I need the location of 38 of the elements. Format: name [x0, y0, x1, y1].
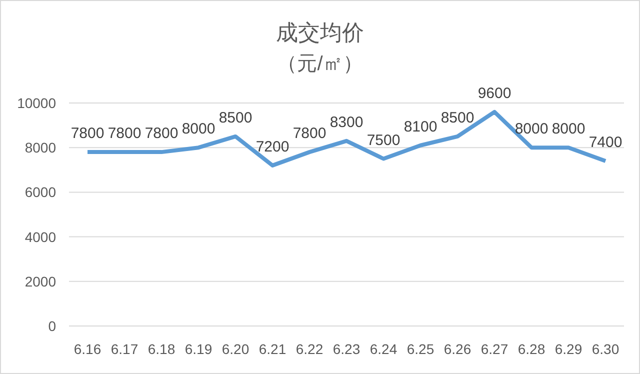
data-label: 7200	[256, 138, 290, 156]
xtick: 6.24	[370, 341, 398, 357]
xtick: 6.30	[592, 341, 620, 357]
data-label: 7800	[144, 125, 178, 142]
xtick: 6.17	[110, 341, 138, 357]
xtick: 6.20	[222, 341, 250, 357]
ytick: 2000	[24, 273, 56, 290]
data-label: 7400	[588, 134, 622, 151]
xtick: 6.27	[480, 341, 508, 357]
data-label: 8000	[514, 120, 548, 138]
xtick: 6.18	[148, 341, 176, 357]
data-label: 8500	[440, 109, 474, 126]
data-label: 7500	[366, 132, 400, 149]
data-label: 9600	[478, 84, 512, 102]
ytick: 10000	[17, 95, 56, 111]
xtick: 6.16	[74, 341, 102, 357]
data-label: 8100	[404, 118, 438, 136]
xtick: 6.25	[406, 341, 434, 357]
subtitle: （元/㎡）	[277, 53, 363, 75]
xtick: 6.19	[184, 341, 212, 357]
ytick: 0	[48, 318, 56, 334]
data-label: 8300	[330, 114, 364, 131]
xtick: 6.28	[518, 341, 546, 357]
ytick: 6000	[24, 184, 56, 200]
data-label: 7800	[292, 125, 326, 142]
ytick: 4000	[24, 228, 56, 245]
data-label: 7800	[70, 125, 104, 142]
xtick: 6.21	[258, 341, 286, 357]
ytick: 8000	[24, 140, 56, 156]
data-label: 7800	[108, 125, 142, 142]
title: 成交均价	[276, 20, 364, 45]
data-label: 8500	[218, 109, 252, 126]
xtick: 6.22	[296, 341, 324, 357]
data-label: 8000	[182, 120, 216, 138]
xtick: 6.29	[554, 341, 582, 357]
data-label: 8000	[552, 120, 586, 138]
xtick: 6.26	[444, 341, 472, 357]
xtick: 6.23	[332, 341, 360, 357]
